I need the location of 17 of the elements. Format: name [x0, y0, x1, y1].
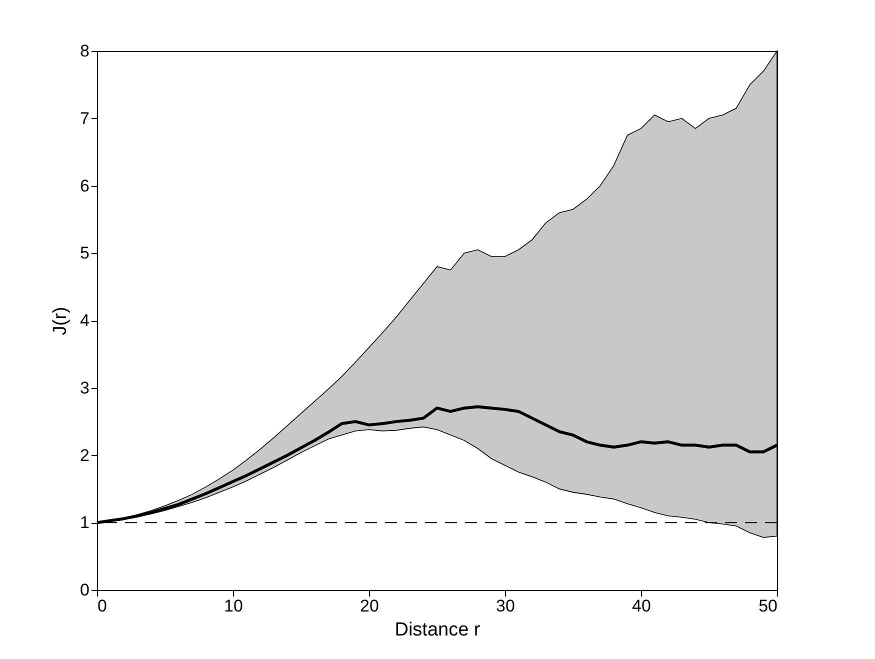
y-tick-label: 6	[80, 176, 90, 196]
y-tick-label: 2	[80, 446, 90, 465]
x-tick-label: 50	[758, 596, 778, 616]
y-tick-label: 5	[80, 244, 90, 263]
y-tick-label: 0	[80, 580, 90, 600]
y-tick-label: 4	[80, 311, 90, 330]
x-tick-label: 10	[224, 596, 243, 616]
y-tick-label: 1	[80, 513, 90, 532]
x-tick-label: 40	[632, 596, 651, 616]
x-tick-label: 30	[496, 596, 515, 616]
x-axis-title: Distance r	[394, 620, 481, 640]
x-tick-label: 20	[360, 596, 379, 616]
y-tick-label: 3	[80, 378, 90, 398]
y-tick-label: 7	[80, 108, 90, 128]
x-tick-label: 0	[98, 596, 107, 616]
y-tick-label: 8	[80, 42, 90, 60]
y-axis-title: J(r)	[50, 306, 72, 336]
